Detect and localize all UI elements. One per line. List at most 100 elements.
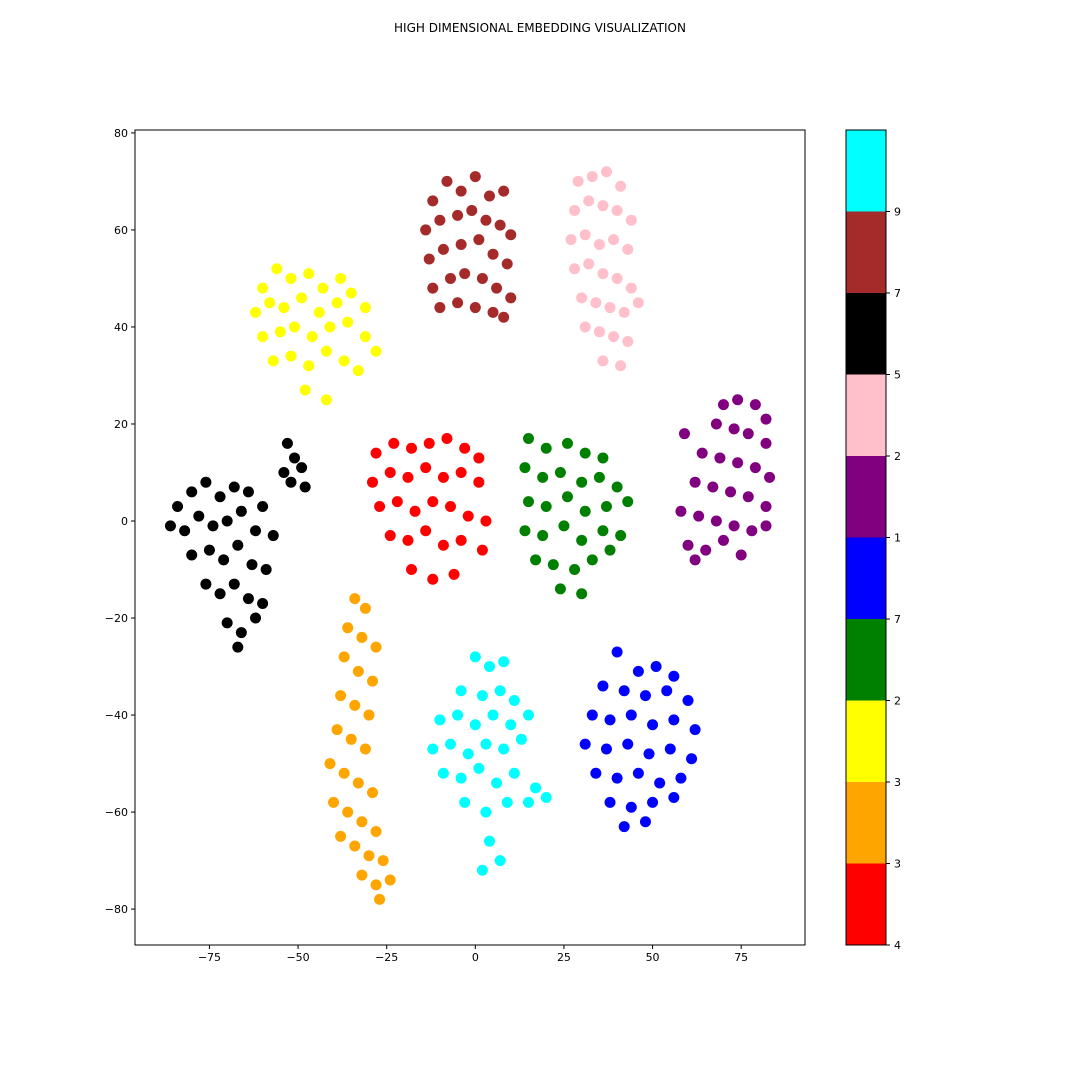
point xyxy=(647,719,659,731)
point xyxy=(476,864,488,876)
point xyxy=(473,476,485,488)
point xyxy=(221,617,233,629)
point xyxy=(689,724,701,736)
point xyxy=(434,214,446,226)
point xyxy=(540,442,552,454)
point xyxy=(338,767,350,779)
point xyxy=(352,665,364,677)
y-tick-label: −20 xyxy=(105,612,128,625)
point xyxy=(193,510,205,522)
point xyxy=(693,510,705,522)
point xyxy=(494,685,506,697)
point xyxy=(179,525,191,537)
point xyxy=(459,268,471,280)
colorbar-segment xyxy=(846,537,886,619)
point xyxy=(717,399,729,411)
point xyxy=(494,855,506,867)
point xyxy=(345,733,357,745)
point xyxy=(370,825,382,837)
point xyxy=(604,302,616,314)
point xyxy=(604,544,616,556)
point xyxy=(455,772,467,784)
point xyxy=(611,646,623,658)
point xyxy=(441,433,453,445)
point xyxy=(186,549,198,561)
point xyxy=(579,321,591,333)
colorbar-tick-label: 3 xyxy=(894,776,901,789)
series xyxy=(519,433,634,600)
y-tick-label: 60 xyxy=(114,224,128,237)
point xyxy=(668,670,680,682)
colorbar-segment xyxy=(846,130,886,212)
point xyxy=(331,297,343,309)
point xyxy=(289,452,301,464)
point xyxy=(491,282,503,294)
point xyxy=(558,520,570,532)
point xyxy=(498,185,510,197)
point xyxy=(760,520,772,532)
point xyxy=(349,593,361,605)
point xyxy=(427,496,439,508)
colorbar-tick-label: 7 xyxy=(894,613,901,626)
point xyxy=(732,394,744,406)
point xyxy=(278,302,290,314)
point xyxy=(583,195,595,207)
point xyxy=(689,476,701,488)
point xyxy=(349,699,361,711)
colorbar-segment xyxy=(846,374,886,456)
point xyxy=(296,292,308,304)
point xyxy=(473,762,485,774)
point xyxy=(597,355,609,367)
point xyxy=(579,738,591,750)
point xyxy=(735,549,747,561)
point xyxy=(473,452,485,464)
point xyxy=(522,496,534,508)
point xyxy=(611,272,623,284)
point xyxy=(647,796,659,808)
point xyxy=(367,675,379,687)
point xyxy=(384,466,396,478)
point xyxy=(359,743,371,755)
point xyxy=(537,530,549,542)
point xyxy=(445,738,457,750)
point xyxy=(749,462,761,474)
point xyxy=(498,743,510,755)
point xyxy=(445,272,457,284)
point xyxy=(452,297,464,309)
point xyxy=(586,171,598,183)
point xyxy=(359,331,371,343)
point xyxy=(363,850,375,862)
point xyxy=(590,767,602,779)
point xyxy=(200,578,212,590)
point xyxy=(522,709,534,721)
point xyxy=(530,554,542,566)
point xyxy=(505,229,517,241)
point xyxy=(434,302,446,314)
colorbar-tick-label: 2 xyxy=(894,695,901,708)
point xyxy=(707,481,719,493)
chart-title: HIGH DIMENSIONAL EMBEDDING VISUALIZATION xyxy=(394,21,686,35)
point xyxy=(668,714,680,726)
point xyxy=(452,709,464,721)
point xyxy=(455,466,467,478)
y-tick-label: −80 xyxy=(105,903,128,916)
point xyxy=(710,515,722,527)
point xyxy=(423,253,435,265)
point xyxy=(498,656,510,668)
point xyxy=(250,525,262,537)
point xyxy=(579,505,591,517)
colorbar-segment xyxy=(846,700,886,782)
point xyxy=(452,209,464,221)
colorbar-tick-label: 2 xyxy=(894,450,901,463)
point xyxy=(335,690,347,702)
point xyxy=(480,515,492,527)
point xyxy=(250,612,262,624)
point xyxy=(494,219,506,231)
point xyxy=(246,559,258,571)
point xyxy=(203,544,215,556)
point xyxy=(331,724,343,736)
point xyxy=(593,238,605,250)
point xyxy=(420,525,432,537)
point xyxy=(576,292,588,304)
point xyxy=(370,879,382,891)
